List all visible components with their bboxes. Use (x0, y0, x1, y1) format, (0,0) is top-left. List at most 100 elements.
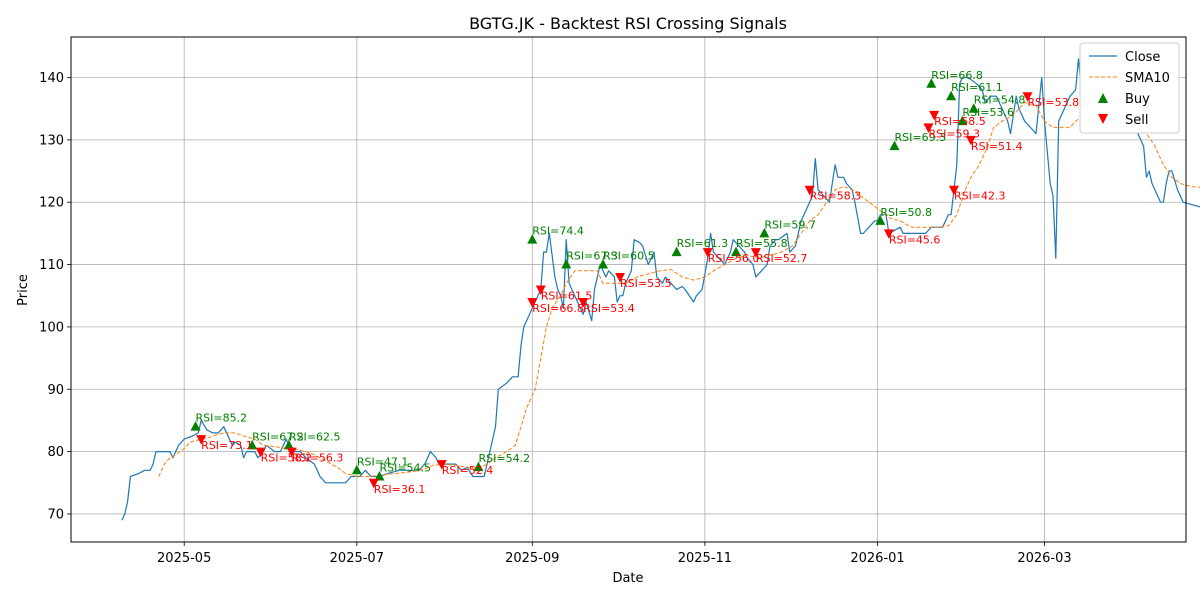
buy-signal-label: RSI=66.8 (931, 69, 983, 82)
buy-signal-marker (190, 421, 201, 431)
buy-signal-marker (561, 259, 572, 269)
buy-signal-label: RSI=54.8 (974, 94, 1026, 107)
y-tick-label: 70 (47, 507, 64, 522)
sell-signal-marker (615, 273, 626, 283)
sell-signal-label: RSI=61.5 (541, 290, 593, 303)
buy-signal-label: RSI=67.3 (566, 250, 618, 263)
buy-signal-label: RSI=74.4 (532, 225, 584, 238)
sell-signal-marker (883, 229, 894, 239)
buy-signal-marker (957, 115, 968, 126)
sell-signal-label: RSI=59.3 (928, 127, 980, 140)
buy-signal-marker (473, 461, 484, 472)
sell-signal-label: RSI=51.4 (971, 140, 1023, 153)
buy-signal-marker (926, 78, 937, 88)
buy-signal-label: RSI=61.1 (951, 81, 1003, 94)
y-tick-label: 130 (39, 133, 64, 148)
buy-signal-label: RSI=59.7 (764, 218, 816, 231)
buy-signal-label: RSI=61.3 (677, 237, 729, 250)
x-tick-label: 2025-11 (678, 551, 732, 566)
sell-signal-marker (527, 297, 538, 308)
legend: Close SMA10 Buy Sell (1079, 42, 1180, 134)
y-tick-label: 90 (47, 383, 64, 398)
y-tick-label: 100 (39, 320, 64, 335)
x-tick-label: 2025-07 (330, 551, 384, 566)
buy-signal-marker (731, 246, 742, 257)
y-tick-label: 80 (47, 445, 64, 460)
x-axis-label: Date (612, 571, 643, 586)
buy-signal-marker (283, 439, 294, 450)
close-price-line (121, 58, 1200, 521)
sell-signal-marker (929, 110, 940, 121)
plot-frame (70, 36, 1187, 543)
buy-signal-label: RSI=55.8 (736, 237, 788, 250)
sell-signal-label: RSI=53.4 (583, 302, 635, 315)
sell-signal-marker (196, 435, 207, 445)
signal-markers (190, 78, 1033, 489)
y-axis-label: Price (16, 274, 31, 306)
buy-signal-label: RSI=85.2 (196, 412, 248, 425)
buy-signal-label: RSI=62.5 (289, 430, 341, 443)
chart-title: BGTG.JK - Backtest RSI Crossing Signals (469, 14, 787, 33)
buy-signal-marker (247, 439, 258, 450)
legend-close-label: Close (1125, 50, 1160, 65)
sell-signal-label: RSI=36.1 (374, 483, 426, 496)
x-tick-label: 2025-05 (157, 551, 211, 566)
x-tick-label: 2025-09 (505, 551, 559, 566)
sell-signal-marker (368, 478, 379, 489)
sell-signal-label: RSI=42.3 (954, 190, 1006, 203)
sell-signal-marker (436, 460, 447, 470)
buy-signal-marker (968, 103, 979, 113)
sell-signal-label: RSI=56.3 (292, 452, 344, 465)
sell-signal-marker (535, 285, 546, 295)
buy-signal-marker (598, 259, 609, 269)
buy-signal-marker (759, 227, 770, 238)
sell-signal-marker (948, 185, 959, 196)
legend-sma-label: SMA10 (1125, 71, 1170, 86)
x-tick-label: 2026-01 (850, 551, 904, 566)
buy-signal-label: RSI=47.1 (357, 455, 409, 468)
sell-signal-label: RSI=58.5 (934, 115, 986, 128)
buy-signal-marker (527, 234, 538, 244)
sell-signal-label: RSI=66.8 (532, 302, 584, 315)
x-axis-ticks: 2025-05 2025-07 2025-09 2025-11 2026-01 2026-… (157, 542, 1072, 566)
buy-signal-marker (946, 90, 957, 101)
buy-signal-marker (875, 215, 886, 225)
y-axis-ticks: 70 80 90 100 110 120 130 140 (39, 71, 71, 522)
sell-signal-label: RSI=53.5 (620, 277, 672, 290)
sell-signal-marker (804, 185, 815, 196)
buy-signal-label: RSI=54.2 (479, 452, 531, 465)
sell-signal-label: RSI=58.3 (810, 190, 862, 203)
sell-signal-label: RSI=73.1 (201, 439, 253, 452)
buy-signal-marker (351, 464, 362, 475)
y-tick-label: 120 (39, 196, 64, 211)
legend-sell-label: Sell (1125, 113, 1148, 128)
sell-signal-label: RSI=58.2 (261, 452, 313, 465)
sell-signal-marker (286, 447, 297, 458)
legend-buy-marker (1098, 93, 1108, 103)
y-tick-label: 110 (39, 258, 64, 273)
sell-signal-marker (923, 123, 934, 133)
buy-signal-label: RSI=67.2 (252, 430, 304, 443)
sell-signal-marker (750, 248, 761, 258)
legend-sell-marker (1098, 114, 1108, 124)
buy-signal-label: RSI=50.8 (880, 206, 932, 219)
plot-area (71, 37, 1186, 542)
sell-signal-marker (965, 135, 976, 146)
buy-signal-label: RSI=54.5 (379, 462, 431, 475)
buy-signal-label: RSI=60.5 (603, 250, 655, 263)
sell-signal-marker (1022, 92, 1033, 102)
sell-signal-label: RSI=52.7 (756, 252, 808, 265)
buy-signal-label: RSI=69.3 (895, 131, 947, 144)
sell-signal-label: RSI=56.0 (708, 252, 760, 265)
sell-signal-label: RSI=45.6 (889, 233, 941, 246)
sell-signal-label: RSI=52.4 (442, 464, 494, 477)
x-tick-label: 2026-03 (1017, 551, 1071, 566)
buy-signal-label: RSI=53.6 (962, 106, 1014, 119)
buy-signal-marker (374, 471, 385, 481)
buy-signal-marker (889, 140, 900, 151)
legend-buy-label: Buy (1125, 92, 1150, 107)
sell-signal-marker (578, 297, 589, 308)
y-tick-label: 140 (39, 71, 64, 86)
sell-signal-marker (702, 248, 713, 258)
